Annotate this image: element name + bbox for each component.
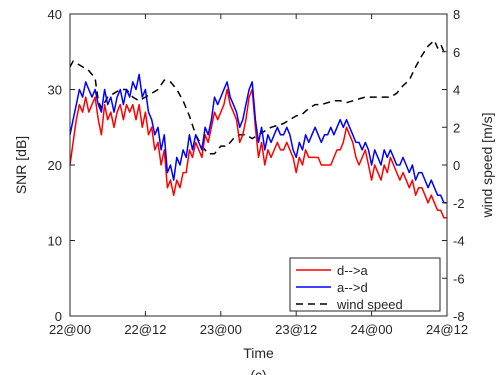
legend-label-a-to-d: a-->d bbox=[337, 280, 368, 295]
x-tick-label: 23@12 bbox=[275, 322, 317, 337]
y-tick-label-right: -2 bbox=[453, 196, 465, 211]
y-tick-label-right: 8 bbox=[453, 7, 460, 22]
x-tick-label: 22@12 bbox=[124, 322, 166, 337]
y-tick-label-left: 20 bbox=[48, 158, 62, 173]
legend-label-d-to-a: d-->a bbox=[337, 263, 368, 278]
x-tick-label: 23@00 bbox=[200, 322, 242, 337]
legend-label-wind-speed: wind speed bbox=[336, 297, 403, 312]
figure-caption: (c) bbox=[250, 367, 266, 375]
x-axis-label: Time bbox=[243, 345, 274, 361]
y-axis-label-right: wind speed [m/s] bbox=[479, 112, 495, 218]
y-tick-label-right: -6 bbox=[453, 271, 465, 286]
y-tick-label-right: 6 bbox=[453, 45, 460, 60]
y-tick-label-right: 4 bbox=[453, 83, 460, 98]
y-tick-label-left: 10 bbox=[48, 234, 62, 249]
x-tick-label: 24@12 bbox=[426, 322, 468, 337]
y-tick-label-left: 0 bbox=[55, 309, 62, 324]
y-axis-label-left: SNR [dB] bbox=[13, 136, 29, 194]
legend: d-->a a-->d wind speed bbox=[290, 258, 440, 312]
y-tick-label-left: 40 bbox=[48, 7, 62, 22]
x-tick-label: 22@00 bbox=[49, 322, 91, 337]
y-tick-label-left: 30 bbox=[48, 83, 62, 98]
y-tick-label-right: 2 bbox=[453, 120, 460, 135]
y-tick-label-right: 0 bbox=[453, 158, 460, 173]
y-tick-label-right: -8 bbox=[453, 309, 465, 324]
y-tick-label-right: -4 bbox=[453, 234, 465, 249]
x-tick-label: 24@00 bbox=[351, 322, 393, 337]
